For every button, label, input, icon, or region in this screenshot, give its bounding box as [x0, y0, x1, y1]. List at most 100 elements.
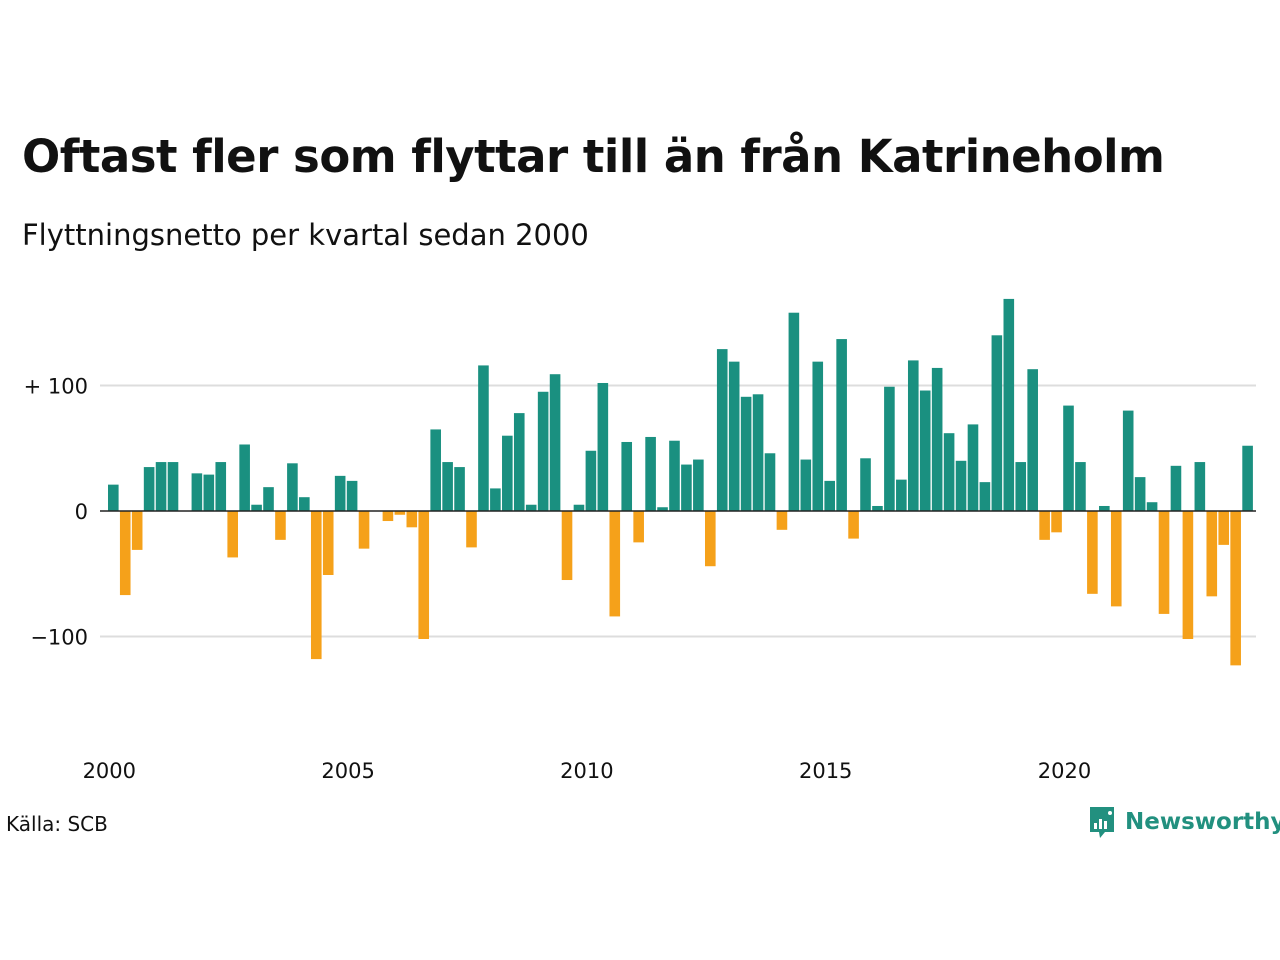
bar-2013-q2 [740, 396, 752, 511]
bar-2006-q2 [406, 511, 418, 528]
bar-2012-q2 [693, 459, 704, 511]
bar-2005-q2 [358, 511, 370, 549]
bar-2021-q1 [1110, 511, 1122, 607]
bar-2012-q4 [716, 349, 728, 511]
y-tick-label: 0 [75, 500, 88, 524]
bar-2022-q1 [1158, 511, 1170, 614]
bar-2014-q4 [812, 361, 824, 511]
source-note: Källa: SCB [6, 812, 108, 836]
bar-2013-q4 [764, 453, 776, 511]
bar-2019-q1 [1015, 462, 1027, 511]
bar-2006-q3 [418, 511, 430, 640]
bar-2010-q1 [585, 450, 597, 511]
bar-2020-q1 [1063, 405, 1074, 511]
gridlines [100, 384, 1256, 638]
bar-2014-q2 [788, 312, 800, 511]
bar-2016-q2 [884, 386, 895, 511]
bar-2017-q3 [943, 433, 955, 511]
bar-2003-q2 [263, 487, 274, 511]
bar-2019-q4 [1051, 511, 1062, 533]
bar-2004-q1 [299, 497, 310, 511]
bar-2005-q4 [382, 511, 394, 522]
bar-2017-q4 [955, 460, 967, 511]
newsworthy-logo-icon [1090, 807, 1114, 838]
chart-subtitle: Flyttningsnetto per kvartal sedan 2000 [22, 218, 589, 252]
bar-2000-q4 [143, 467, 155, 511]
bar-2011-q1 [633, 511, 644, 543]
bar-2002-q4 [239, 444, 250, 512]
bar-2008-q2 [502, 435, 513, 511]
bar-2012-q1 [681, 464, 692, 511]
bar-2021-q4 [1146, 502, 1158, 511]
bar-2008-q4 [525, 504, 537, 511]
bar-2009-q1 [537, 391, 549, 511]
bar-2015-q2 [836, 339, 847, 511]
bar-2013-q3 [752, 394, 764, 511]
chart-title: Oftast fler som flyttar till än från Kat… [22, 130, 1165, 183]
bar-2007-q3 [466, 511, 477, 548]
bar-2023-q4 [1242, 445, 1253, 511]
bar-2016-q4 [907, 360, 919, 511]
bar-2022-q4 [1194, 462, 1206, 511]
bar-2000-q2 [119, 511, 131, 596]
bar-2003-q4 [287, 463, 298, 511]
bar-2022-q2 [1170, 465, 1182, 511]
bar-2011-q4 [669, 440, 680, 511]
bar-2023-q3 [1230, 511, 1241, 666]
bar-2018-q4 [1003, 298, 1015, 511]
bar-2003-q3 [275, 511, 286, 540]
bar-2020-q4 [1099, 505, 1110, 511]
bar-2013-q1 [728, 361, 740, 511]
bar-2015-q3 [848, 511, 859, 539]
x-tick-label: 2000 [83, 759, 136, 783]
bar-2018-q2 [979, 482, 991, 511]
bar-2010-q4 [621, 441, 633, 511]
bar-2014-q3 [800, 459, 812, 511]
bar-2004-q3 [322, 511, 334, 575]
bar-2017-q2 [931, 367, 943, 511]
bar-2009-q2 [549, 374, 561, 511]
x-tick-label: 2005 [321, 759, 374, 783]
bar-2001-q4 [191, 473, 203, 511]
bar-2010-q2 [597, 382, 609, 511]
bar-2016-q1 [872, 505, 883, 511]
bar-2020-q3 [1087, 511, 1098, 594]
bar-2019-q2 [1027, 369, 1038, 511]
x-tick-label: 2020 [1038, 759, 1091, 783]
y-tick-label: −100 [30, 626, 88, 650]
newsworthy-logo-text: Newsworthy [1125, 809, 1280, 835]
bar-2018-q3 [991, 335, 1003, 511]
bar-2016-q3 [896, 479, 907, 511]
bar-2007-q2 [454, 467, 465, 511]
bar-2004-q2 [310, 511, 322, 660]
bar-2007-q1 [442, 462, 453, 511]
bar-2020-q2 [1075, 462, 1086, 511]
bar-2003-q1 [251, 504, 262, 511]
y-tick-label: + 100 [24, 375, 88, 399]
bar-2009-q4 [573, 504, 585, 511]
bar-2001-q2 [167, 462, 179, 511]
bar-2023-q1 [1206, 511, 1218, 597]
bar-2002-q2 [215, 462, 227, 511]
bar-2005-q1 [346, 480, 358, 511]
bar-2010-q3 [609, 511, 621, 617]
bar-2019-q3 [1039, 511, 1050, 540]
x-tick-label: 2015 [799, 759, 852, 783]
bar-2015-q4 [860, 458, 871, 511]
bar-2011-q2 [645, 436, 656, 511]
bar-2009-q3 [561, 511, 573, 581]
bar-2018-q1 [967, 424, 979, 511]
bar-2012-q3 [705, 511, 716, 567]
bar-2015-q1 [824, 480, 835, 511]
bar-2011-q3 [657, 507, 668, 511]
bar-2006-q1 [394, 511, 406, 515]
bar-2000-q3 [131, 511, 143, 550]
bar-2006-q4 [430, 429, 441, 511]
bar-2002-q1 [203, 474, 215, 511]
newsworthy-logo[interactable]: Newsworthy [1087, 804, 1280, 840]
bar-2007-q4 [478, 365, 489, 511]
bar-2022-q3 [1182, 511, 1194, 640]
x-tick-label: 2010 [560, 759, 613, 783]
bar-2023-q2 [1218, 511, 1230, 545]
